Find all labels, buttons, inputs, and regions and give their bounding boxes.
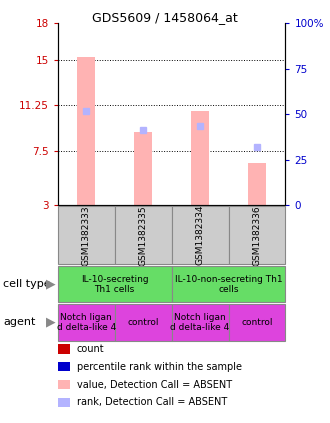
Text: IL-10-non-secreting Th1
cells: IL-10-non-secreting Th1 cells: [175, 275, 282, 294]
Text: agent: agent: [3, 317, 36, 327]
Bar: [191, 110, 209, 205]
Text: percentile rank within the sample: percentile rank within the sample: [77, 362, 242, 372]
Bar: [172, 304, 228, 341]
Text: GSM1382333: GSM1382333: [82, 205, 91, 266]
Text: control: control: [127, 318, 159, 327]
Text: rank, Detection Call = ABSENT: rank, Detection Call = ABSENT: [77, 397, 227, 407]
Bar: [58, 206, 115, 264]
Text: GSM1382334: GSM1382334: [196, 205, 205, 266]
Text: Notch ligan
d delta-like 4: Notch ligan d delta-like 4: [170, 313, 230, 332]
Bar: [115, 206, 172, 264]
Bar: [228, 206, 285, 264]
Text: value, Detection Call = ABSENT: value, Detection Call = ABSENT: [77, 379, 232, 390]
Bar: [58, 304, 115, 341]
Bar: [172, 266, 285, 302]
Text: GDS5609 / 1458064_at: GDS5609 / 1458064_at: [92, 11, 238, 24]
Text: GSM1382335: GSM1382335: [139, 205, 148, 266]
Bar: [58, 266, 172, 302]
Bar: [228, 304, 285, 341]
Bar: [172, 206, 228, 264]
Bar: [115, 304, 172, 341]
Text: IL-10-secreting
Th1 cells: IL-10-secreting Th1 cells: [81, 275, 148, 294]
Bar: [248, 163, 266, 205]
Text: GSM1382336: GSM1382336: [252, 205, 261, 266]
Text: ▶: ▶: [46, 316, 56, 329]
Text: Notch ligan
d delta-like 4: Notch ligan d delta-like 4: [56, 313, 116, 332]
Bar: [134, 132, 152, 205]
Text: cell type: cell type: [3, 279, 51, 289]
Text: control: control: [241, 318, 273, 327]
Bar: [77, 57, 95, 205]
Text: ▶: ▶: [46, 278, 56, 291]
Text: count: count: [77, 344, 105, 354]
